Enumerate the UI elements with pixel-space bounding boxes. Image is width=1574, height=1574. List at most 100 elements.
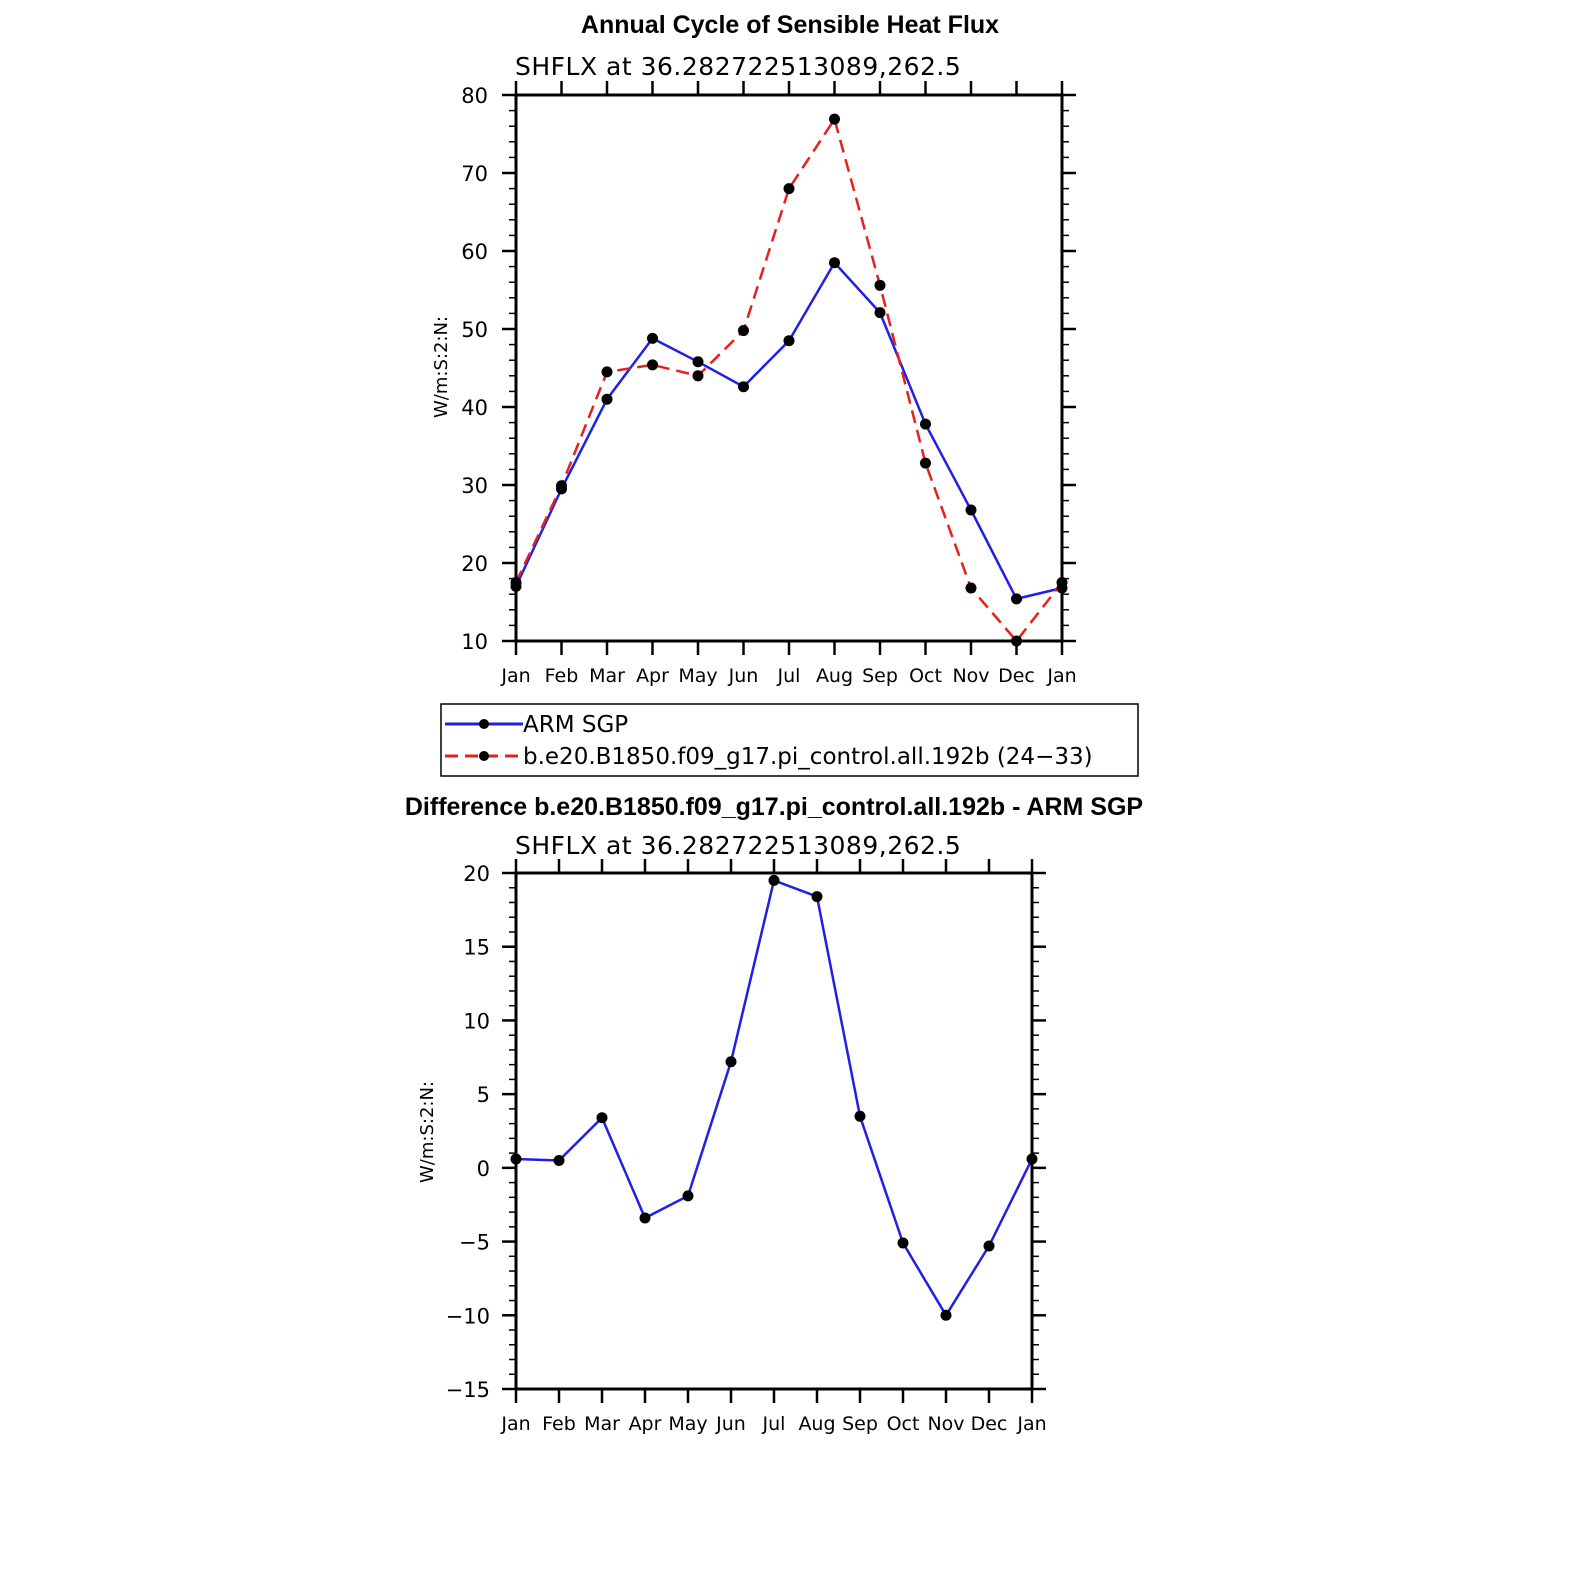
x-tick-label: Sep <box>862 665 898 687</box>
data-point <box>647 332 658 344</box>
data-point <box>940 1309 952 1321</box>
axis-ticks <box>502 859 1046 1403</box>
y-tick-label: 15 <box>463 936 490 960</box>
x-tick-labels: Jan Feb Mar Apr May Jun Jul Aug Sep Oct Nov Dec Jan <box>500 1413 1046 1435</box>
data-point <box>601 366 613 378</box>
x-tick-label: Dec <box>998 665 1035 687</box>
plot-frame <box>514 871 1034 1391</box>
chart-title: Annual Cycle of Sensible Heat Flux <box>581 11 999 39</box>
y-tick-label: 10 <box>463 1009 490 1033</box>
data-point <box>596 1112 608 1124</box>
x-tick-label: Feb <box>542 1413 576 1435</box>
series-line-1 <box>514 117 1063 643</box>
chart-subtitle: SHFLX at 36.282722513089,262.5 <box>515 52 961 81</box>
series-group <box>510 113 1068 647</box>
x-tick-label: Oct <box>887 1413 920 1435</box>
data-point <box>829 257 840 269</box>
x-tick-label: Jul <box>777 665 801 687</box>
y-tick-labels: −15 −10 −5 0 5 10 15 20 <box>446 862 490 1402</box>
data-point <box>738 325 749 337</box>
legend-label-arm: ARM SGP <box>523 712 628 738</box>
y-tick-label: −10 <box>446 1304 490 1328</box>
x-tick-label: Dec <box>971 1413 1008 1435</box>
data-point <box>920 457 931 469</box>
y-tick-labels: 10 20 30 40 50 60 70 80 <box>461 84 488 654</box>
x-tick-label: Jan <box>500 665 530 687</box>
x-tick-label: Apr <box>629 1413 662 1435</box>
y-tick-label: 20 <box>461 552 488 576</box>
legend-label-model: b.e20.B1850.f09_g17.pi_control.all.192b … <box>523 744 1093 770</box>
data-point <box>920 418 931 430</box>
y-axis-label: W/m:S:2:N: <box>417 1081 438 1183</box>
x-tick-label: Aug <box>816 665 853 687</box>
y-tick-label: 0 <box>477 1157 490 1181</box>
series-line-0 <box>515 879 1034 1317</box>
x-tick-label: Jul <box>762 1413 786 1435</box>
data-point <box>874 279 886 291</box>
data-point <box>601 393 613 405</box>
axis-ticks <box>502 81 1076 655</box>
x-tick-label: Feb <box>545 665 579 687</box>
data-point <box>725 1056 737 1068</box>
legend-box <box>440 703 1139 777</box>
chart-subtitle: SHFLX at 36.282722513089,262.5 <box>515 831 961 860</box>
data-point <box>738 381 749 393</box>
x-tick-label: May <box>668 1413 707 1435</box>
data-point <box>639 1212 651 1224</box>
x-tick-label: Jun <box>715 1413 746 1435</box>
x-tick-label: Oct <box>909 665 942 687</box>
data-point <box>829 113 840 125</box>
data-point <box>965 504 977 516</box>
x-tick-label: Apr <box>636 665 669 687</box>
data-point <box>682 1190 694 1202</box>
data-point <box>556 480 567 492</box>
data-point <box>783 183 795 195</box>
x-tick-label: Aug <box>798 1413 835 1435</box>
y-tick-label: 40 <box>461 396 488 420</box>
data-point <box>854 1110 866 1122</box>
data-point <box>983 1240 995 1252</box>
data-point <box>1011 593 1022 605</box>
x-tick-label: Mar <box>584 1413 620 1435</box>
data-point <box>811 891 823 903</box>
x-tick-label: Mar <box>589 665 625 687</box>
data-point <box>553 1154 565 1166</box>
x-tick-label: Jun <box>728 665 759 687</box>
x-tick-label: Jan <box>1046 665 1076 687</box>
y-tick-label: 50 <box>461 318 488 342</box>
legend-marker-model <box>479 751 489 761</box>
data-point <box>692 370 704 382</box>
legend: ARM SGP b.e20.B1850.f09_g17.pi_control.a… <box>440 703 1139 777</box>
legend-marker-arm <box>479 719 489 729</box>
x-tick-label: Nov <box>952 665 989 687</box>
data-point <box>647 359 658 371</box>
x-tick-labels: Jan Feb Mar Apr May Jun Jul Aug Sep Oct Nov Dec Jan <box>500 665 1076 687</box>
y-tick-label: 70 <box>461 162 488 186</box>
y-tick-label: 60 <box>461 240 488 264</box>
difference-chart: Difference b.e20.B1850.f09_g17.pi_contro… <box>405 793 1143 1435</box>
data-point <box>768 874 780 886</box>
series-line-0 <box>514 261 1063 601</box>
y-axis-label: W/m:S:2:N: <box>431 316 452 418</box>
data-point <box>965 582 977 594</box>
data-point <box>874 307 886 319</box>
x-tick-label: May <box>678 665 717 687</box>
data-point <box>897 1237 909 1249</box>
data-point <box>692 356 704 368</box>
y-tick-label: −5 <box>459 1231 490 1255</box>
x-tick-label: Jan <box>500 1413 530 1435</box>
plot-frame <box>514 93 1064 643</box>
y-tick-label: −15 <box>446 1378 490 1402</box>
x-tick-label: Jan <box>1016 1413 1046 1435</box>
y-tick-label: 20 <box>463 862 490 886</box>
y-tick-label: 30 <box>461 474 488 498</box>
x-tick-label: Nov <box>927 1413 964 1435</box>
x-tick-label: Sep <box>842 1413 878 1435</box>
series-group <box>510 874 1038 1321</box>
y-tick-label: 80 <box>461 84 488 108</box>
data-point <box>783 335 795 347</box>
chart-title: Difference b.e20.B1850.f09_g17.pi_contro… <box>405 793 1143 821</box>
y-tick-label: 5 <box>477 1083 490 1107</box>
y-tick-label: 10 <box>461 630 488 654</box>
